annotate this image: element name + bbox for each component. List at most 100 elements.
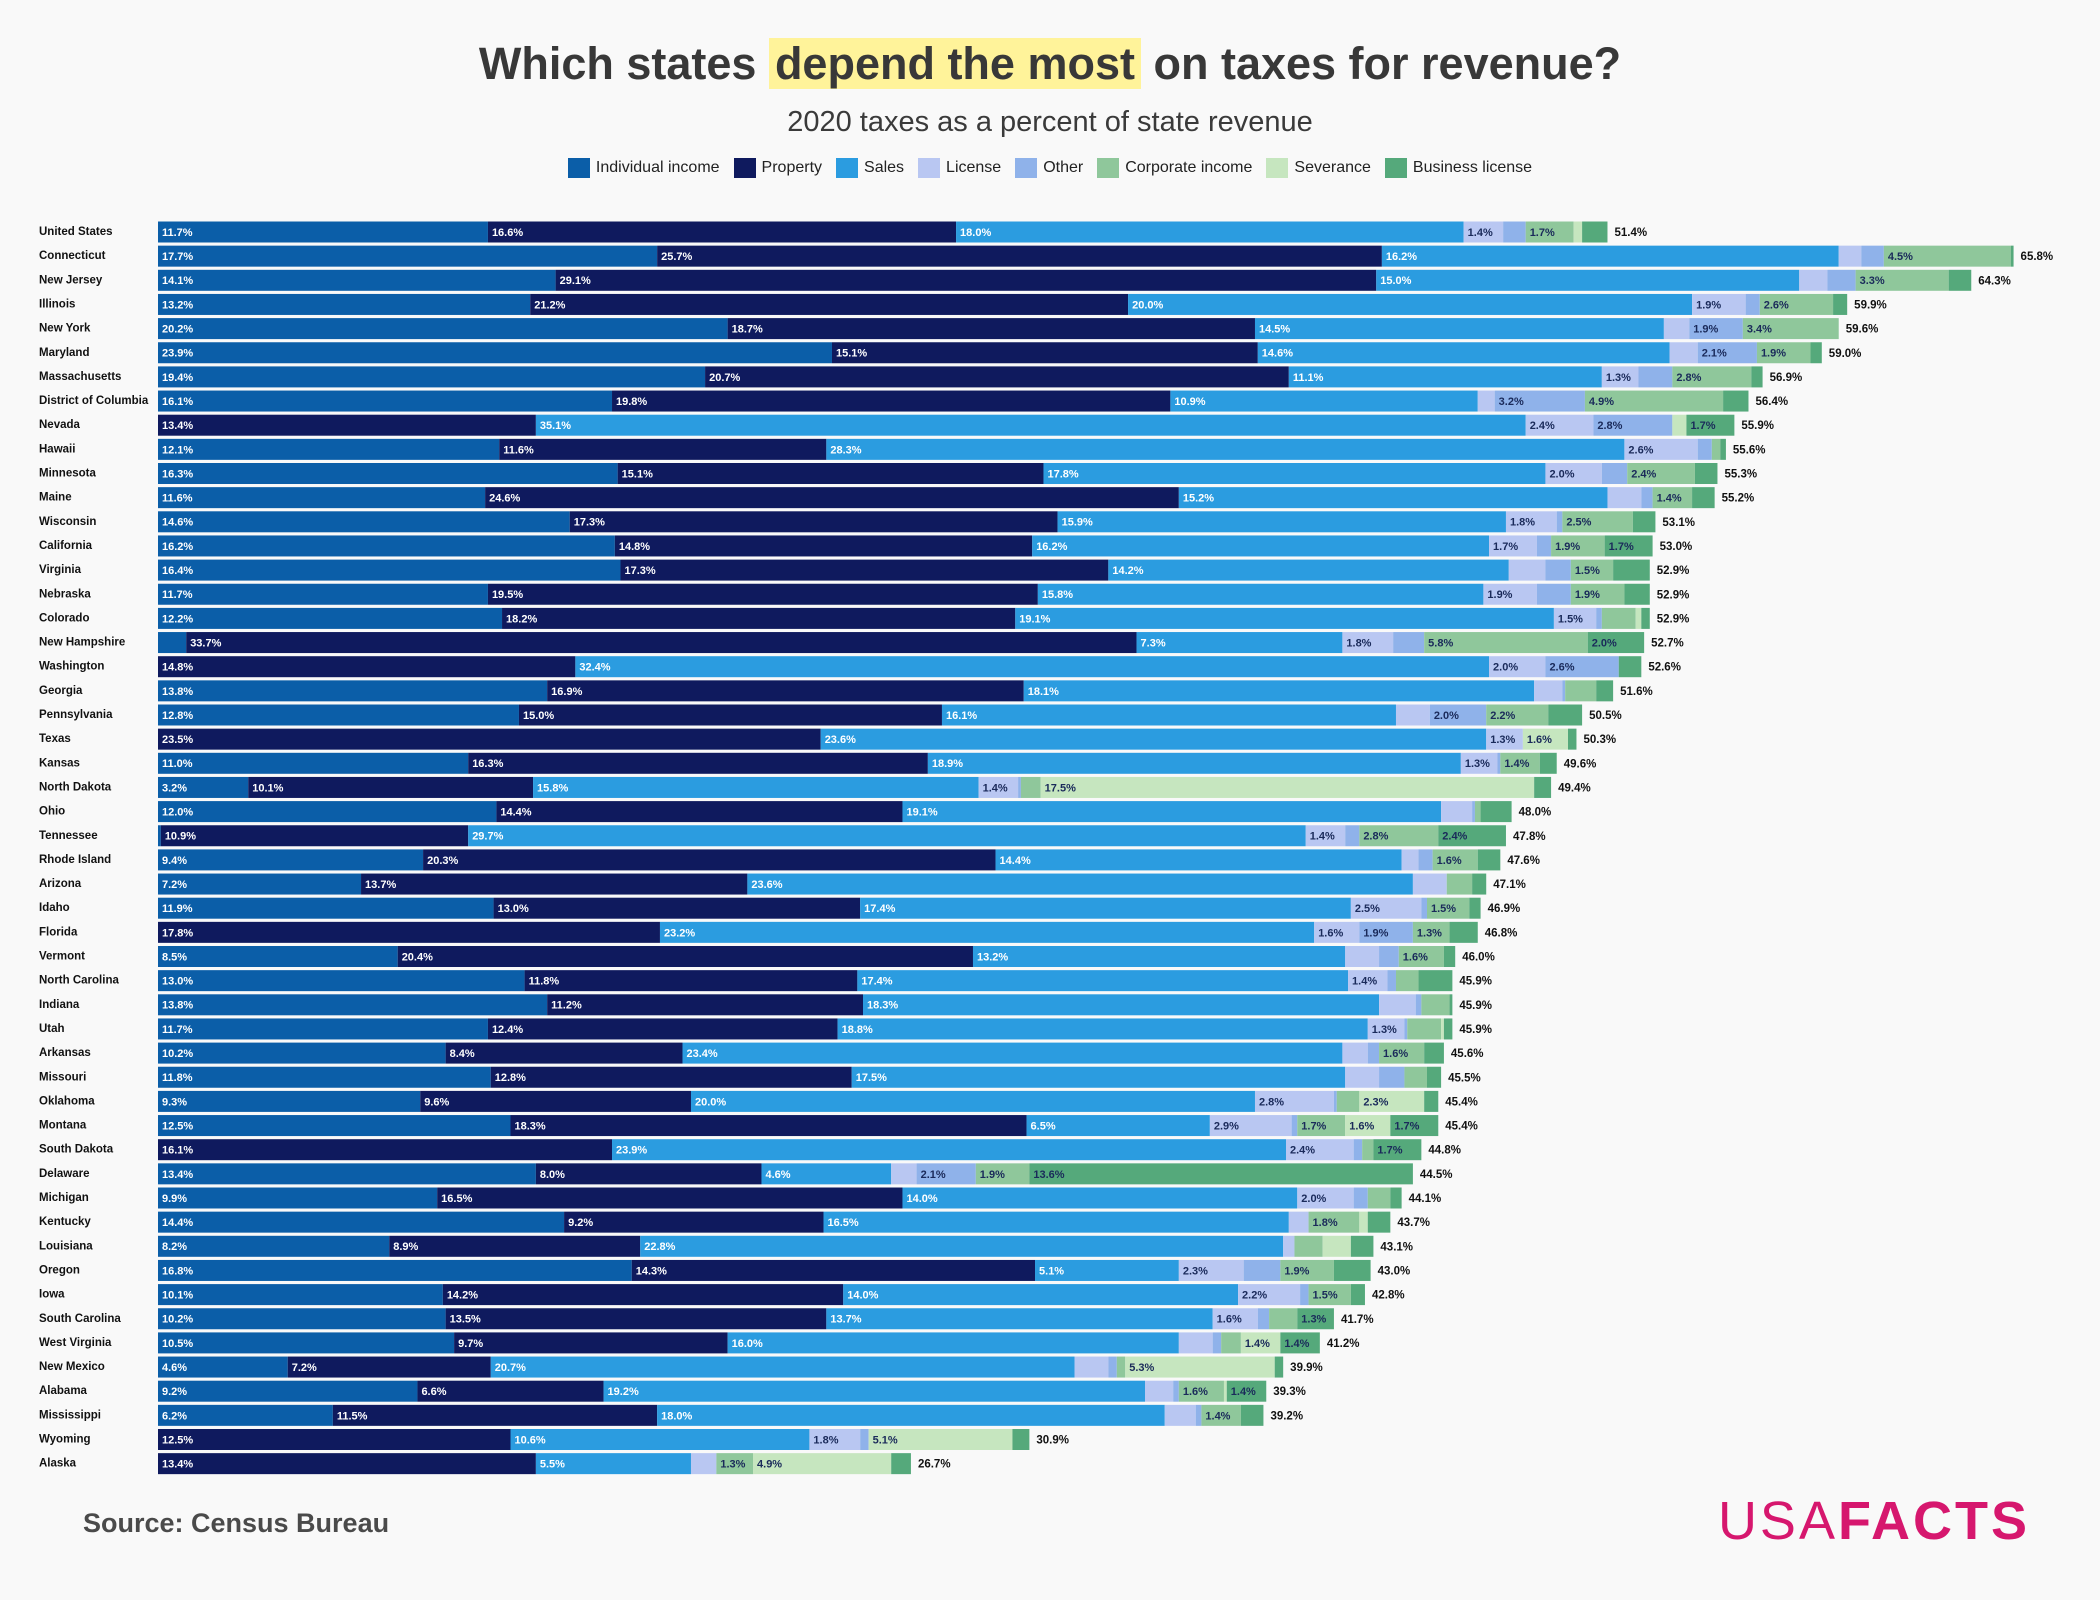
bar-segment	[1035, 1259, 1179, 1281]
bar-segment	[158, 1090, 421, 1112]
state-label: Indiana	[39, 999, 80, 1011]
bar-segment	[1745, 293, 1760, 315]
segment-label: 1.7%	[1394, 1120, 1419, 1132]
segment-label: 12.8%	[162, 710, 193, 722]
segment-label: 1.7%	[1530, 227, 1555, 239]
total-label: 55.2%	[1722, 493, 1755, 505]
segment-label: 2.2%	[1490, 710, 1515, 722]
bar-segment	[158, 849, 424, 871]
bar-segment	[1883, 245, 2011, 267]
segment-label: 18.7%	[732, 324, 763, 336]
segment-label: 2.5%	[1566, 517, 1591, 529]
bar-segment	[1288, 366, 1602, 388]
segment-label: 16.5%	[441, 1193, 472, 1205]
bar-segment	[956, 221, 1464, 243]
segment-label: 19.8%	[616, 396, 647, 408]
total-label: 53.0%	[1660, 541, 1693, 553]
segment-label: 18.1%	[1028, 686, 1059, 698]
segment-label: 16.9%	[551, 686, 582, 698]
segment-label: 1.5%	[1313, 1290, 1338, 1302]
bar-segment	[1421, 897, 1427, 919]
segment-label: 18.3%	[515, 1120, 546, 1132]
segment-label: 29.1%	[560, 275, 591, 287]
bar-segment	[1692, 487, 1715, 509]
bar-segment	[442, 1284, 844, 1306]
segment-label: 2.3%	[1183, 1265, 1208, 1277]
segment-label: 14.1%	[162, 275, 193, 287]
bar-segment	[158, 825, 161, 847]
segment-label: 5.5%	[540, 1459, 565, 1471]
state-label: Montana	[39, 1120, 87, 1132]
total-label: 53.1%	[1662, 517, 1695, 529]
segment-label: 35.1%	[540, 420, 571, 432]
segment-label: 17.7%	[162, 251, 193, 263]
bar-segment	[975, 1163, 1030, 1185]
segment-label: 8.0%	[540, 1169, 565, 1181]
bar-segment	[1178, 1380, 1224, 1402]
bar-segment	[1333, 1259, 1371, 1281]
bar-segment	[1350, 897, 1422, 919]
segment-label: 11.1%	[1293, 372, 1324, 384]
bar-segment	[868, 1429, 1013, 1450]
segment-label: 11.9%	[162, 903, 193, 915]
bar-segment	[158, 1284, 443, 1306]
total-label: 52.6%	[1648, 662, 1681, 674]
bar-segment	[1412, 921, 1450, 943]
segment-label: 1.4%	[1231, 1386, 1256, 1398]
segment-label: 17.3%	[574, 517, 605, 529]
bar-segment	[1322, 1235, 1351, 1257]
bar-segment	[158, 728, 821, 750]
state-label: Illinois	[39, 298, 75, 310]
segment-label: 29.7%	[472, 831, 503, 843]
segment-label: 15.0%	[523, 710, 554, 722]
bar-segment	[809, 1429, 861, 1450]
segment-label: 1.8%	[1313, 1217, 1338, 1229]
segment-label: 10.5%	[162, 1338, 193, 1350]
bar-segment	[1443, 1018, 1453, 1040]
segment-label: 14.4%	[1000, 855, 1031, 867]
bar-segment	[1545, 559, 1571, 581]
bar-segment	[1756, 342, 1811, 364]
segment-label: 1.4%	[1310, 831, 1335, 843]
segment-label: 16.1%	[162, 1145, 193, 1157]
bar-segment	[747, 873, 1413, 895]
bar-segment	[753, 1453, 892, 1475]
bar-segment	[1601, 607, 1636, 629]
bar-segment	[417, 1380, 604, 1402]
bar-segment	[1568, 728, 1577, 750]
bar-segment	[1359, 1211, 1368, 1233]
bar-segment	[1641, 607, 1650, 629]
total-label: 59.9%	[1854, 299, 1887, 311]
state-label: Wisconsin	[39, 516, 96, 528]
segment-label: 13.8%	[162, 686, 193, 698]
bar-segment	[1032, 535, 1490, 557]
bar-segment	[860, 1429, 869, 1450]
bar-segment	[1556, 511, 1563, 533]
bar-segment	[1551, 535, 1605, 557]
bar-segment	[1257, 342, 1670, 364]
segment-label: 1.3%	[1301, 1314, 1326, 1326]
segment-label: 23.4%	[687, 1048, 718, 1060]
segment-label: 1.7%	[1609, 541, 1634, 553]
segment-label: 17.3%	[624, 565, 655, 577]
segment-label: 9.7%	[458, 1338, 483, 1350]
bar-segment	[843, 1284, 1239, 1306]
segment-label: 11.6%	[503, 444, 534, 456]
total-label: 46.0%	[1462, 952, 1495, 964]
bar-segment	[445, 1308, 827, 1330]
bar-segment	[1108, 1356, 1117, 1378]
state-label: Alabama	[39, 1385, 88, 1397]
segment-label: 3.2%	[1499, 396, 1524, 408]
bar-segment	[1269, 1308, 1298, 1330]
bar-segment	[547, 680, 1024, 702]
bar-segment	[1040, 776, 1535, 798]
state-label: Wyoming	[39, 1434, 91, 1446]
bar-segment	[1404, 1066, 1427, 1088]
bar-segment	[682, 1042, 1343, 1064]
segment-label: 11.8%	[529, 976, 560, 988]
state-label: California	[39, 540, 93, 552]
state-label: Washington	[39, 661, 104, 673]
segment-label: 15.1%	[836, 348, 867, 360]
state-label: Florida	[39, 926, 78, 938]
segment-label: 13.2%	[977, 951, 1008, 963]
